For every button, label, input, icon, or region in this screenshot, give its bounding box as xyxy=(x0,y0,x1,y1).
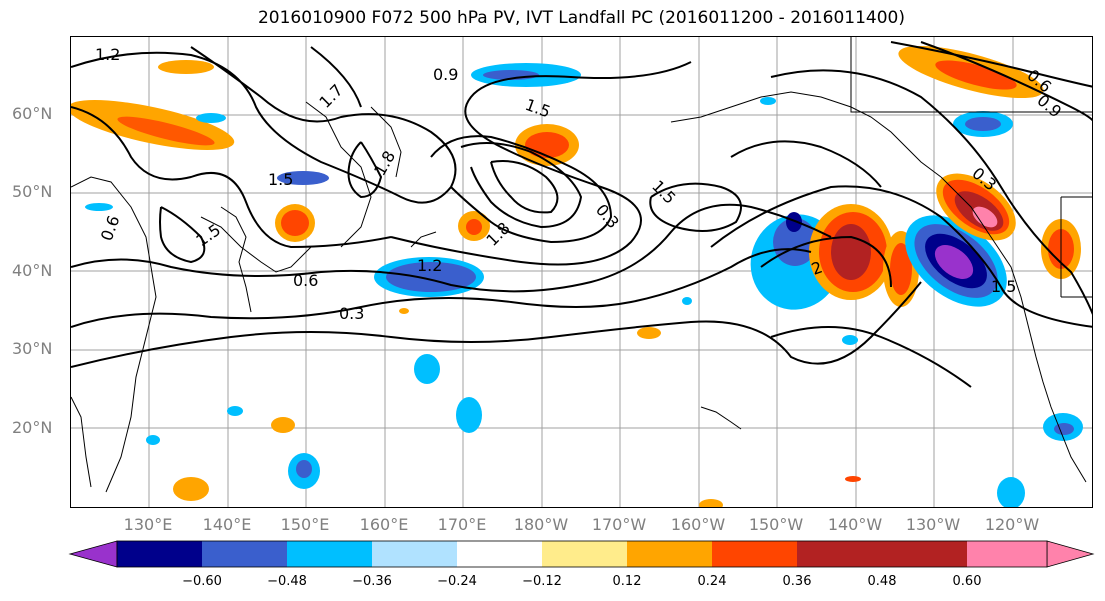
lon-label-130e: 130°E xyxy=(123,515,173,534)
colorbar-extend-min xyxy=(68,540,118,568)
colorbar-tick-label: 0.48 xyxy=(867,574,897,589)
contour-label: 0.3 xyxy=(339,304,364,323)
contour-label-group: 1.2 0.9 1.5 1.7 1.8 1.5 0.6 1.5 1.2 0.6 … xyxy=(95,45,1065,323)
colorbar-tick-label: −0.36 xyxy=(352,574,392,589)
colorbar-segment xyxy=(372,541,457,567)
colorbar-segment xyxy=(202,541,287,567)
lon-label-150w: 150°W xyxy=(748,515,804,534)
lon-label-170w: 170°W xyxy=(591,515,647,534)
contour-label: 1.7 xyxy=(315,80,346,111)
lat-label-40n: 40°N xyxy=(12,261,53,280)
lon-label-130w: 130°W xyxy=(905,515,961,534)
pv-shading xyxy=(71,45,1083,507)
coastlines xyxy=(71,37,1092,493)
colorbar-segment xyxy=(967,541,1047,567)
colorbar-tick-label: 0.12 xyxy=(612,574,642,589)
lon-label-120w: 120°W xyxy=(984,515,1040,534)
colorbar-segment xyxy=(712,541,797,567)
lon-label-180w: 180°W xyxy=(513,515,569,534)
contour-label: 1.2 xyxy=(95,45,120,64)
colorbar-tick-label: −0.24 xyxy=(437,574,477,589)
colorbar-tick-label: 0.24 xyxy=(697,574,727,589)
contour-label: 0.6 xyxy=(97,213,124,243)
map-title: 2016010900 F072 500 hPa PV, IVT Landfall… xyxy=(257,8,905,28)
colorbar-outline xyxy=(116,540,1048,568)
lon-label-170e: 170°E xyxy=(437,515,487,534)
contour-label: 0.6 xyxy=(293,271,318,290)
lon-label-150e: 150°E xyxy=(280,515,330,534)
lat-label-60n: 60°N xyxy=(12,104,53,123)
contour-label: 1.8 xyxy=(370,147,399,179)
lon-label-140w: 140°W xyxy=(827,515,883,534)
colorbar-segment xyxy=(287,541,372,567)
pv-contours xyxy=(71,41,1092,388)
contour-label: 1.5 xyxy=(523,95,553,122)
colorbar-segment xyxy=(117,541,202,567)
contour-label: 0.9 xyxy=(433,65,458,84)
colorbar-segment xyxy=(542,541,627,567)
lon-label-140e: 140°E xyxy=(202,515,252,534)
lon-label-160e: 160°E xyxy=(359,515,409,534)
contour-label: 1.5 xyxy=(268,170,293,189)
lat-label-30n: 30°N xyxy=(12,339,53,358)
lat-label-50n: 50°N xyxy=(12,182,53,201)
lon-label-160w: 160°W xyxy=(670,515,726,534)
colorbar-extend-max xyxy=(1046,540,1095,568)
map-canvas: 1.2 0.9 1.5 1.7 1.8 1.5 0.6 1.5 1.2 0.6 … xyxy=(71,37,1092,507)
colorbar-segment xyxy=(457,541,542,567)
contour-label: 1.5 xyxy=(991,277,1016,296)
colorbar-tick-label: 0.60 xyxy=(952,574,982,589)
contour-label: 1.2 xyxy=(417,256,442,275)
colorbar-segment xyxy=(882,541,967,567)
colorbar-tick-label: 0.36 xyxy=(782,574,812,589)
contour-label: 0.3 xyxy=(592,200,623,232)
colorbar-segment xyxy=(627,541,712,567)
colorbar-segment xyxy=(797,541,882,567)
colorbar-tick-label: −0.60 xyxy=(182,574,222,589)
map-panel: 1.2 0.9 1.5 1.7 1.8 1.5 0.6 1.5 1.2 0.6 … xyxy=(70,36,1093,508)
colorbar-tick-label: −0.48 xyxy=(267,574,307,589)
lat-label-20n: 20°N xyxy=(12,418,53,437)
contour-label: 1.5 xyxy=(648,176,679,207)
colorbar-tick-label: −0.12 xyxy=(522,574,562,589)
colorbar xyxy=(68,540,1095,568)
contour-label: 1.5 xyxy=(192,220,224,250)
